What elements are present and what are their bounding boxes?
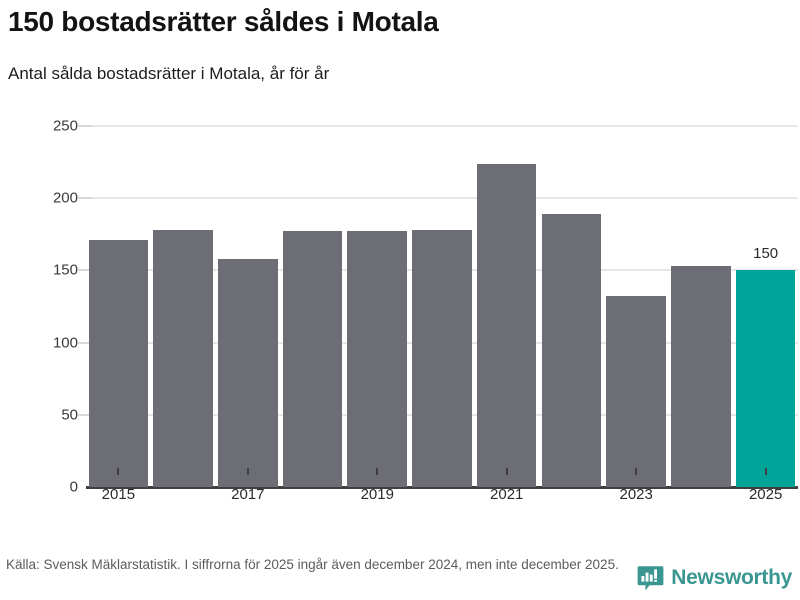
y-axis-tickmark: [78, 269, 92, 272]
x-axis-tickmark-2017: [246, 468, 249, 475]
bar-2020[interactable]: [412, 229, 472, 487]
bar-slot-2021: 2021: [474, 128, 539, 503]
page-subtitle: Antal sålda bostadsrätter i Motala, år f…: [8, 64, 330, 83]
bar-slot-2016: [151, 128, 216, 487]
gridline: [86, 125, 798, 127]
bar-2021[interactable]: [476, 163, 537, 487]
newsworthy-logo[interactable]: Newsworthy: [637, 562, 792, 594]
bar-slot-2015: 2015: [86, 128, 151, 503]
x-axis-tickmark-2015: [117, 468, 120, 475]
chart-footer: Källa: Svensk Mäklarstatistik. I siffror…: [0, 556, 800, 600]
bar-slot-2025: 150 2025: [733, 128, 798, 503]
y-axis-label: 250: [52, 117, 78, 135]
page-title: 150 bostadsrätter såldes i Motala: [8, 6, 439, 37]
bar-slot-2019: 2019: [345, 128, 410, 503]
x-axis-label-2025: 2025: [748, 486, 783, 503]
bar-2025[interactable]: [735, 270, 796, 487]
bar-slot-2020: [410, 128, 475, 487]
x-axis-label-2015: 2015: [101, 486, 136, 503]
gridline: [86, 197, 798, 200]
logo-wordmark: Newsworthy: [671, 566, 792, 589]
y-axis-tickmark: [78, 125, 92, 127]
bar-2017[interactable]: [218, 258, 278, 487]
y-axis-tickmark: [78, 197, 92, 200]
bar-slot-2017: 2017: [215, 128, 280, 503]
bar-slot-2023: 2023: [604, 128, 669, 503]
source-note: Källa: Svensk Mäklarstatistik. I siffror…: [6, 557, 619, 572]
x-axis-label-2021: 2021: [490, 486, 524, 503]
bar-2019[interactable]: [347, 231, 408, 487]
y-axis-label: 100: [52, 334, 78, 352]
y-axis-tickmark: [78, 341, 92, 344]
y-axis-tickmark: [78, 413, 92, 416]
bar-2015[interactable]: [88, 240, 149, 487]
x-axis-tickmark-2019: [376, 468, 379, 475]
x-axis-label-2017: 2017: [231, 486, 265, 503]
x-axis-tickmark-2023: [635, 468, 638, 475]
axis-baseline: [86, 486, 798, 489]
y-axis-label: 200: [52, 189, 78, 207]
bar-2016[interactable]: [153, 229, 213, 487]
x-axis-label-2019: 2019: [360, 486, 394, 503]
bar-slot-2022: [539, 128, 604, 487]
y-axis-label: 150: [52, 261, 78, 279]
x-axis-label-2023: 2023: [619, 486, 653, 503]
x-axis-tickmark-2025: [764, 468, 767, 475]
y-axis-label: 0: [69, 478, 78, 496]
x-axis-tickmark-2021: [505, 468, 508, 475]
chart-plot-area: 0 50 100 150 200 250 2015 2017 2019 2021 2023 150 2…: [0, 110, 800, 505]
bar-slot-2024: [669, 128, 734, 487]
y-axis-label: 50: [61, 406, 78, 424]
bar-group: 2015 2017 2019 2021 2023 150 2025: [86, 110, 798, 505]
bar-2022[interactable]: [541, 214, 602, 487]
bar-2024[interactable]: [671, 266, 731, 487]
bar-2023[interactable]: [606, 296, 666, 487]
newsworthy-bar-chart-bubble-icon: [637, 565, 664, 592]
bar-value-label-2025: 150: [753, 245, 779, 263]
bar-slot-2018: [280, 128, 345, 487]
bar-2018[interactable]: [282, 231, 343, 487]
